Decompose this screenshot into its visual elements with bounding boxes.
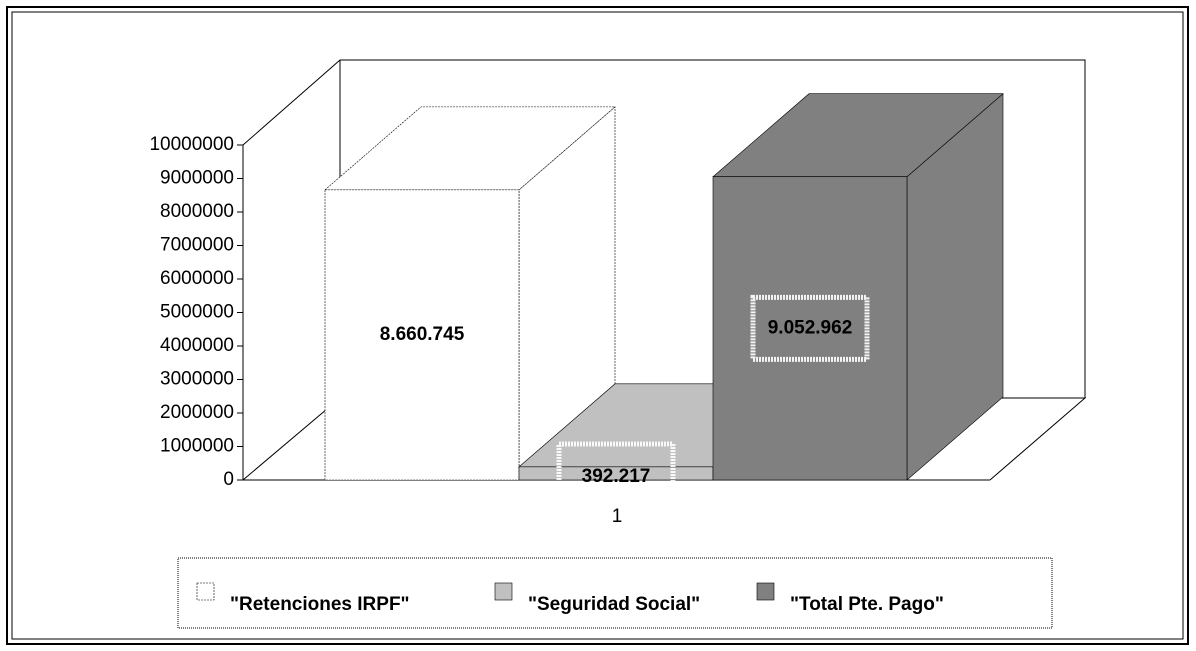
outer-frame — [6, 6, 1189, 645]
data-label: 392.217 — [582, 466, 651, 487]
y-tick-label: 2000000 — [160, 402, 234, 423]
y-tick-label: 0 — [223, 469, 234, 490]
y-tick-label: 1000000 — [160, 436, 234, 457]
legend-label: "Total Pte. Pago" — [790, 594, 944, 615]
x-tick-label: 1 — [612, 506, 623, 527]
y-tick-label: 10000000 — [149, 134, 234, 155]
inner-frame — [11, 11, 1184, 640]
legend-swatch — [756, 582, 775, 601]
y-tick-label: 4000000 — [160, 335, 234, 356]
data-label: 8.660.745 — [380, 324, 465, 345]
legend-label: "Retenciones IRPF" — [230, 594, 410, 615]
y-tick-label: 9000000 — [160, 168, 234, 189]
y-tick-label: 7000000 — [160, 235, 234, 256]
y-tick-label: 3000000 — [160, 369, 234, 390]
bar — [712, 176, 908, 481]
back-wall — [242, 59, 1086, 398]
bar-top — [324, 106, 616, 191]
y-tick-label: 6000000 — [160, 268, 234, 289]
label-box — [556, 441, 676, 507]
y-tick-label: 5000000 — [160, 302, 234, 323]
legend-swatch — [494, 582, 513, 601]
bar — [324, 189, 520, 481]
legend-label: "Seguridad Social" — [528, 594, 700, 615]
label-box — [750, 294, 870, 362]
data-label: 9.052.962 — [768, 317, 853, 338]
legend-swatch — [196, 582, 215, 601]
y-tick-label: 8000000 — [160, 201, 234, 222]
legend-box — [177, 557, 1053, 629]
